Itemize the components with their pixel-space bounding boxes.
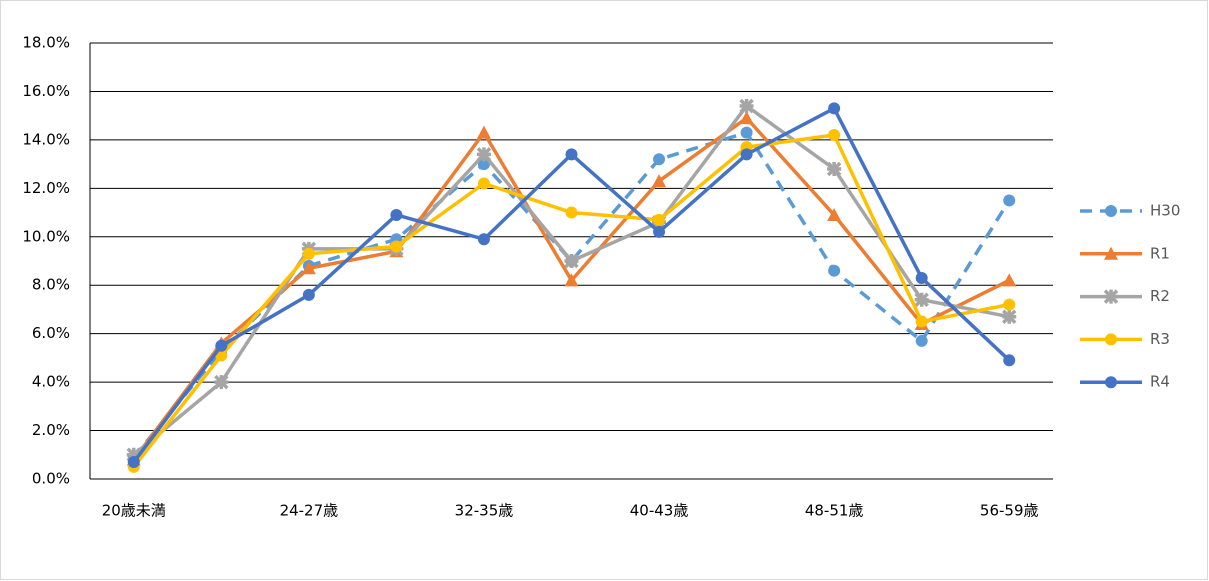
- legend-label: R2: [1150, 287, 1170, 305]
- marker: [1103, 289, 1119, 304]
- marker: [1003, 298, 1016, 311]
- marker: [302, 288, 315, 301]
- marker: [477, 158, 490, 171]
- marker: [1105, 333, 1117, 346]
- marker: [915, 315, 928, 328]
- marker: [302, 247, 315, 260]
- marker: [915, 334, 928, 347]
- marker: [914, 292, 929, 307]
- marker: [1001, 309, 1017, 324]
- marker: [565, 206, 578, 219]
- marker: [565, 148, 578, 161]
- y-tick-label: 2.0%: [32, 421, 70, 439]
- marker: [915, 271, 928, 284]
- marker: [740, 126, 753, 139]
- marker: [477, 233, 490, 246]
- marker: [126, 447, 142, 463]
- x-tick-label: 32-35歳: [455, 502, 514, 520]
- marker: [653, 225, 666, 238]
- marker: [739, 98, 754, 114]
- marker: [477, 177, 490, 190]
- y-tick-label: 0.0%: [32, 470, 70, 488]
- marker: [740, 148, 753, 161]
- y-tick-label: 4.0%: [32, 373, 70, 391]
- marker: [828, 264, 841, 277]
- marker: [828, 129, 841, 142]
- marker: [476, 147, 492, 162]
- marker: [1105, 376, 1117, 389]
- marker: [826, 161, 842, 177]
- marker: [653, 213, 666, 226]
- marker: [739, 111, 754, 125]
- y-tick-label: 10.0%: [22, 227, 70, 245]
- marker: [127, 456, 140, 469]
- y-tick-label: 16.0%: [22, 82, 70, 100]
- marker: [1003, 194, 1016, 207]
- marker: [827, 207, 842, 221]
- marker: [214, 374, 229, 390]
- series-line: [132, 130, 1011, 459]
- marker: [1003, 354, 1016, 367]
- marker: [1002, 273, 1017, 287]
- marker: [1104, 246, 1118, 260]
- marker: [390, 240, 403, 253]
- marker: [653, 153, 666, 166]
- marker: [564, 253, 579, 269]
- x-tick-label: 40-43歳: [630, 502, 689, 520]
- y-tick-label: 8.0%: [32, 276, 70, 294]
- marker: [301, 261, 316, 275]
- marker: [476, 125, 491, 139]
- legend-label: R4: [1150, 373, 1170, 391]
- y-tick-label: 12.0%: [22, 179, 70, 197]
- y-tick-label: 14.0%: [22, 130, 70, 148]
- marker: [828, 102, 841, 115]
- x-tick-label: 20歳未満: [102, 502, 166, 520]
- legend-label: H30: [1150, 202, 1180, 220]
- x-tick-label: 56-59歳: [980, 502, 1039, 520]
- legend: H30 R1 R2 R3 R4: [1080, 202, 1180, 391]
- marker: [215, 339, 228, 352]
- legend-label: R3: [1150, 330, 1170, 348]
- x-tick-label: 48-51歳: [805, 502, 864, 520]
- marker: [652, 174, 667, 188]
- y-tick-label: 6.0%: [32, 324, 70, 342]
- y-tick-label: 18.0%: [22, 34, 70, 52]
- x-tick-label: 24-27歳: [280, 502, 339, 520]
- marker: [1105, 205, 1117, 217]
- legend-label: R1: [1150, 244, 1170, 262]
- marker: [390, 208, 403, 221]
- marker: [564, 273, 579, 287]
